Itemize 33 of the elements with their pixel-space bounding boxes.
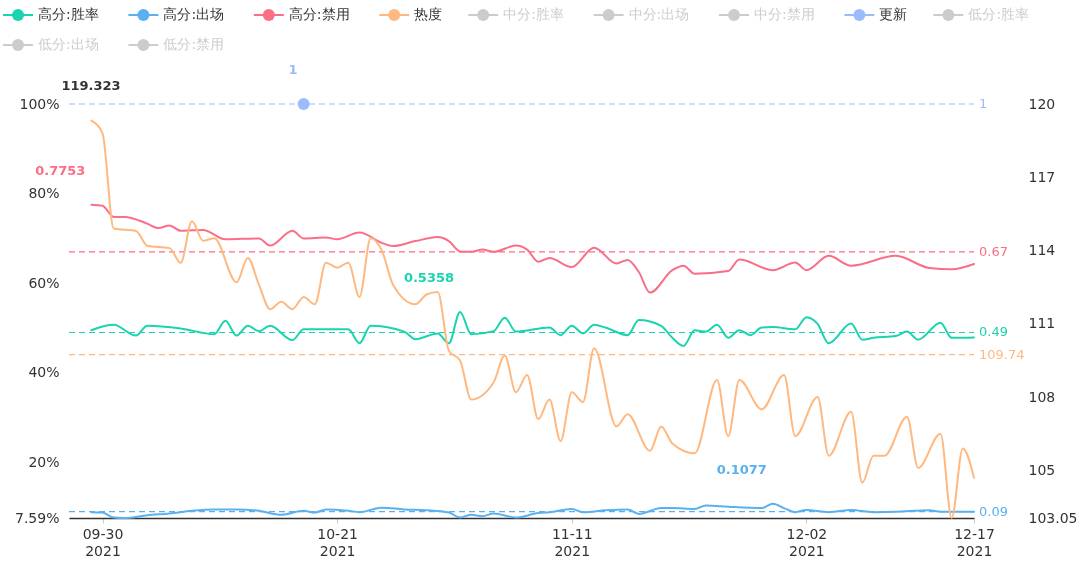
legend-label: 高分:出场 [163,6,225,22]
y2-tick-label: 105 [1028,461,1056,478]
y2-tick-label: 114 [1028,242,1056,259]
y-tick-label: 80% [28,185,60,202]
ref-line-label: 0.49 [979,324,1008,340]
legend-label: 高分:胜率 [38,6,99,22]
x-tick-label: 10-21 2021 [317,525,358,559]
ref-line-label: 1 [979,96,988,111]
annotation: 0.1077 [716,461,767,477]
ref-line-label: 109.74 [979,346,1025,362]
text: 119.323 [61,78,121,93]
ref-line-label: 0.67 [979,243,1008,259]
y2-tick-label: 120 [1028,95,1056,112]
x-tick-label: 09-30 2021 [82,525,124,559]
x-tick-label: 12-02 2021 [786,525,828,559]
x-tick-label: 11-11 2021 [551,525,593,559]
y2-tick-label: 103.05 [1028,509,1078,526]
y-tick-label: 60% [28,274,60,291]
legend-label: 高分:禁用 [288,6,350,22]
annotation: 0.5358 [403,269,455,285]
y-tick-label: 20% [28,453,60,470]
y-tick-label: 100% [19,95,60,112]
y-tick-label: 40% [28,364,60,381]
y2-tick-label: 111 [1028,315,1056,332]
legend-label: 热度 [414,6,443,22]
annotation: 0.7753 [35,162,86,178]
ref-line-label: 0.09 [979,503,1008,519]
legend-label: 更新 [879,6,908,22]
y2-tick-label: 108 [1028,388,1056,405]
x-tick-label: 12-17 2021 [954,525,995,559]
y2-tick-label: 117 [1028,168,1056,185]
y-tick-label: 7.59% [15,509,60,526]
annotation: 1 [288,62,298,77]
